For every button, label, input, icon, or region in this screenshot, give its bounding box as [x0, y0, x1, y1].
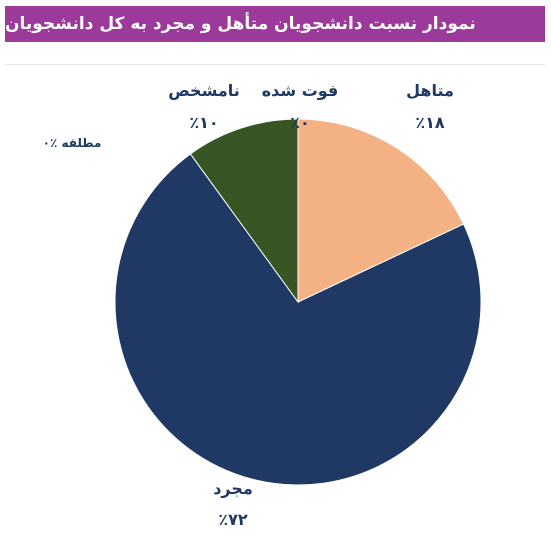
title-divider	[5, 64, 545, 65]
pie-slice-3	[189, 118, 299, 304]
chart-title-bar: نمودار نسبت دانشجویان متأهل و مجرد به کل…	[5, 6, 545, 42]
slice-label-1: مجرد	[213, 479, 253, 498]
slice-value-1: ٪۷۲	[218, 510, 248, 529]
slice-value-3: ٪۱۰	[189, 113, 218, 132]
slice-label-4: فوت شده	[262, 81, 339, 100]
slice-label-0: متاهل	[406, 81, 454, 100]
slice-label-3: نامشخص	[168, 81, 240, 100]
slice-value-4: ٪۰	[290, 113, 310, 132]
slice-value-0: ٪۱۸	[415, 113, 445, 132]
pie-slice-0	[297, 118, 465, 303]
pie-slice-1	[114, 153, 482, 486]
chart-title: نمودار نسبت دانشجویان متأهل و مجرد به کل…	[5, 14, 476, 34]
slice-label-2: مطلقه ٪۰	[43, 136, 102, 150]
